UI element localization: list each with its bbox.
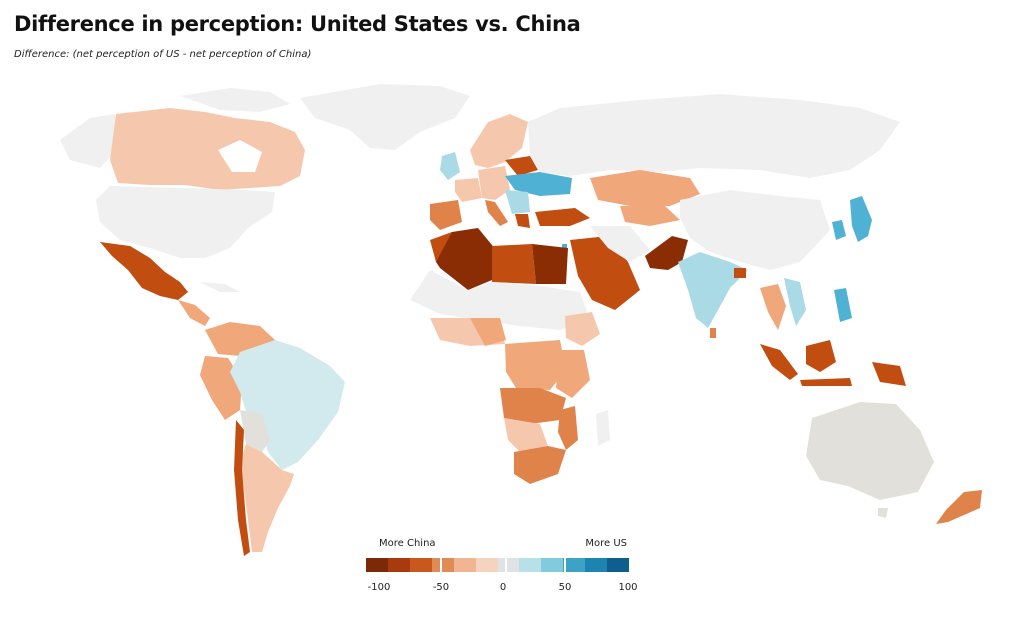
philippines [834, 288, 852, 322]
namibia-botswana [504, 418, 548, 452]
legend-color-bar [366, 558, 630, 572]
scandinavia [470, 114, 528, 168]
saudi-arabia [570, 236, 640, 310]
legend-more-china-label: More China [379, 538, 436, 549]
indonesia-sumatra [760, 344, 798, 380]
legend-swatch [453, 558, 476, 572]
papua [872, 362, 906, 386]
greece [515, 214, 530, 228]
mexico [100, 242, 188, 300]
pakistan [645, 236, 688, 270]
legend-swatch [475, 558, 498, 572]
libya [492, 244, 536, 284]
legend-swatch [409, 558, 432, 572]
legend-swatch [519, 558, 542, 572]
chart-title: Difference in perception: United States … [14, 12, 581, 36]
legend-tick: 0 [499, 582, 507, 593]
central-africa [505, 340, 566, 390]
france [455, 178, 482, 202]
uk [440, 152, 460, 180]
legend-swatch [607, 558, 630, 572]
turkey [535, 208, 590, 226]
italy [485, 200, 508, 226]
myanmar-thailand [760, 284, 786, 330]
cuba [200, 282, 240, 292]
argentina [240, 444, 290, 552]
sri-lanka [710, 328, 716, 338]
legend-tick: -50 [432, 582, 450, 593]
australia [806, 402, 934, 500]
iberia [430, 200, 462, 230]
balkans [505, 190, 530, 214]
legend-separator [505, 558, 507, 572]
mozambique [558, 406, 578, 450]
central-america [178, 300, 210, 326]
legend-more-us-label: More US [585, 538, 627, 549]
legend-swatch [563, 558, 586, 572]
bolivia-paraguay [240, 410, 270, 452]
egypt [532, 244, 568, 284]
legend-separator [440, 558, 442, 572]
legend-separator [564, 558, 566, 572]
japan [850, 196, 872, 242]
brazil [230, 340, 345, 470]
central-europe [478, 166, 510, 200]
legend-ticks: -100 -50 0 50 100 [366, 582, 642, 596]
legend-tick: 50 [558, 582, 572, 593]
sahel [410, 270, 590, 330]
poland [505, 156, 538, 176]
china [680, 190, 830, 270]
ethiopia [565, 312, 600, 346]
chart-subtitle: Difference: (net perception of US - net … [14, 49, 312, 60]
arctic-islands [180, 88, 290, 112]
legend-tick: -100 [367, 582, 391, 593]
legend-swatch [387, 558, 410, 572]
ukraine [505, 172, 572, 196]
tasmania [878, 508, 888, 518]
hudson-bay [218, 140, 262, 172]
kazakhstan [590, 170, 700, 206]
nigeria [470, 318, 506, 346]
kenya-tanzania [556, 350, 590, 398]
vietnam [784, 278, 806, 326]
bangladesh [734, 268, 746, 278]
madagascar [596, 410, 610, 446]
uruguay [282, 470, 294, 486]
algeria [436, 228, 496, 290]
legend-tick: 100 [618, 582, 638, 593]
indonesia-borneo [806, 340, 836, 372]
chile [234, 420, 250, 556]
legend-swatch [497, 558, 520, 572]
canada [110, 108, 305, 190]
legend-swatch [366, 558, 388, 572]
russia [528, 94, 900, 178]
legend-swatch [541, 558, 564, 572]
angola-zambia [500, 388, 566, 424]
indonesia-java [800, 378, 852, 386]
color-legend: More China More US -100 -50 0 50 100 [366, 536, 642, 600]
usa [96, 186, 275, 258]
greenland [300, 84, 470, 150]
alaska [60, 114, 116, 168]
south-africa [514, 446, 566, 484]
new-zealand [936, 490, 982, 524]
india [678, 252, 748, 328]
korea [832, 220, 846, 240]
iran [590, 226, 650, 262]
central-asia [620, 206, 680, 226]
legend-swatch [431, 558, 454, 572]
legend-swatch [585, 558, 608, 572]
